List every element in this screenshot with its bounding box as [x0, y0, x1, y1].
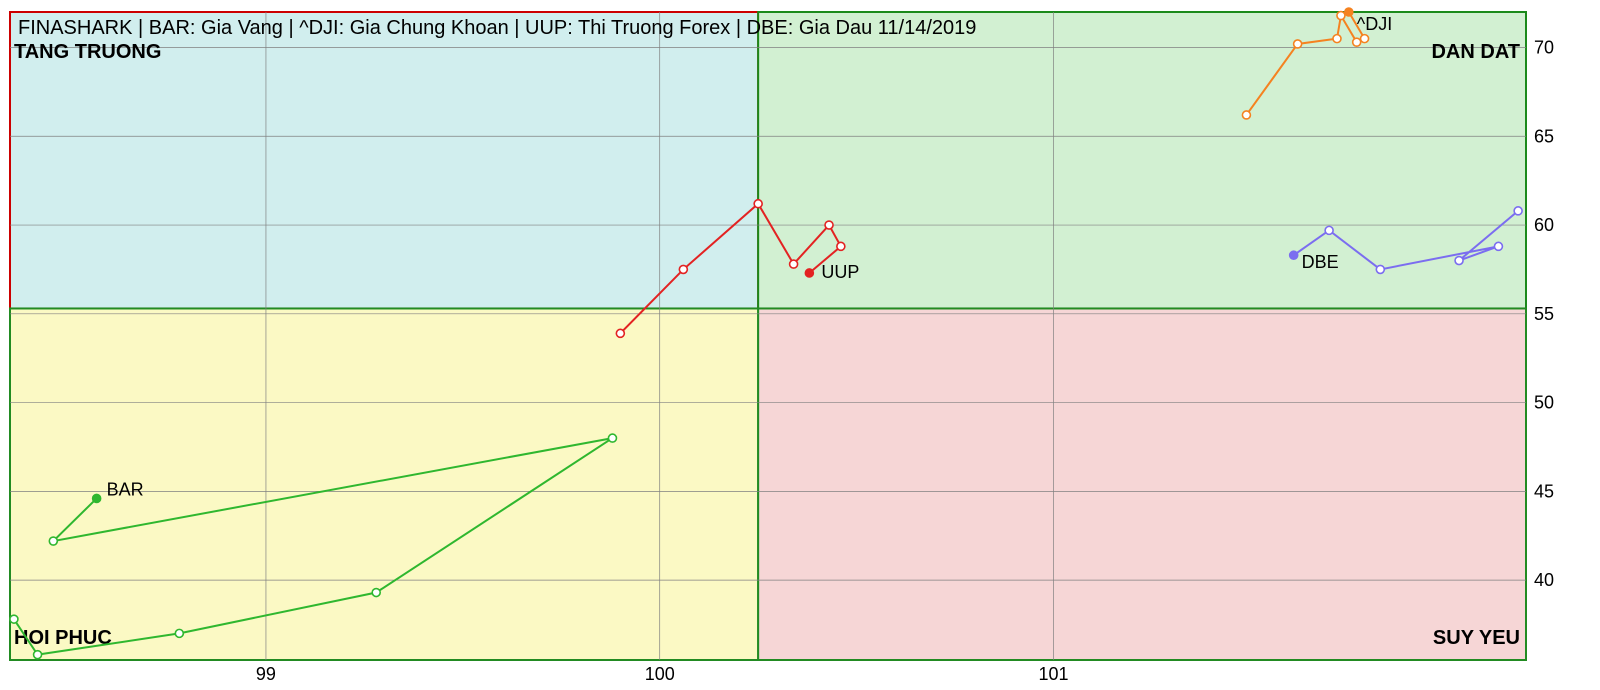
series-marker — [1325, 226, 1333, 234]
y-axis-ticks: 40 45 50 55 60 65 70 — [1534, 38, 1554, 591]
series-marker — [1494, 242, 1502, 250]
series-marker — [1242, 111, 1250, 119]
series-marker — [1376, 265, 1384, 273]
series-marker — [1337, 12, 1345, 20]
series-marker — [1333, 35, 1341, 43]
y-tick-label: 45 — [1534, 481, 1554, 501]
y-tick-label: 55 — [1534, 304, 1554, 324]
series-marker — [34, 651, 42, 659]
quadrant-label-bottom-right: SUY YEU — [1433, 627, 1520, 649]
x-axis-ticks: 99 100 101 — [256, 664, 1069, 684]
series-head-marker — [93, 494, 101, 502]
series-label-DJI: ^DJI — [1357, 14, 1392, 34]
series-label-UUP: UUP — [821, 262, 859, 282]
quadrant-label-top-left: TANG TRUONG — [14, 41, 161, 63]
series-marker — [790, 260, 798, 268]
series-head-marker — [1345, 8, 1353, 16]
series-marker — [1294, 40, 1302, 48]
series-label-BAR: BAR — [107, 479, 144, 499]
series-marker — [1455, 257, 1463, 265]
y-tick-label: 60 — [1534, 215, 1554, 235]
series-marker — [1514, 207, 1522, 215]
x-tick-label: 101 — [1038, 664, 1068, 684]
x-tick-label: 99 — [256, 664, 276, 684]
series-head-marker — [1290, 251, 1298, 259]
series-label-DBE: DBE — [1302, 252, 1339, 272]
quadrant-label-top-right: DAN DAT — [1431, 41, 1520, 63]
series-head-marker — [805, 269, 813, 277]
series-marker — [616, 329, 624, 337]
series-marker — [1361, 35, 1369, 43]
series-marker — [608, 434, 616, 442]
series-marker — [175, 629, 183, 637]
y-tick-label: 70 — [1534, 38, 1554, 58]
series-marker — [372, 589, 380, 597]
y-tick-label: 65 — [1534, 126, 1554, 146]
x-tick-label: 100 — [645, 664, 675, 684]
series-marker — [754, 200, 762, 208]
series-marker — [49, 537, 57, 545]
quadrant-bottom-right — [758, 308, 1526, 660]
series-marker — [837, 242, 845, 250]
series-marker — [10, 615, 18, 623]
series-marker — [679, 265, 687, 273]
chart-title: FINASHARK | BAR: Gia Vang | ^DJI: Gia Ch… — [18, 17, 976, 39]
series-marker — [825, 221, 833, 229]
rrg-chart: FINASHARK | BAR: Gia Vang | ^DJI: Gia Ch… — [0, 0, 1600, 690]
series-marker — [1353, 38, 1361, 46]
y-tick-label: 40 — [1534, 570, 1554, 590]
y-tick-label: 50 — [1534, 393, 1554, 413]
